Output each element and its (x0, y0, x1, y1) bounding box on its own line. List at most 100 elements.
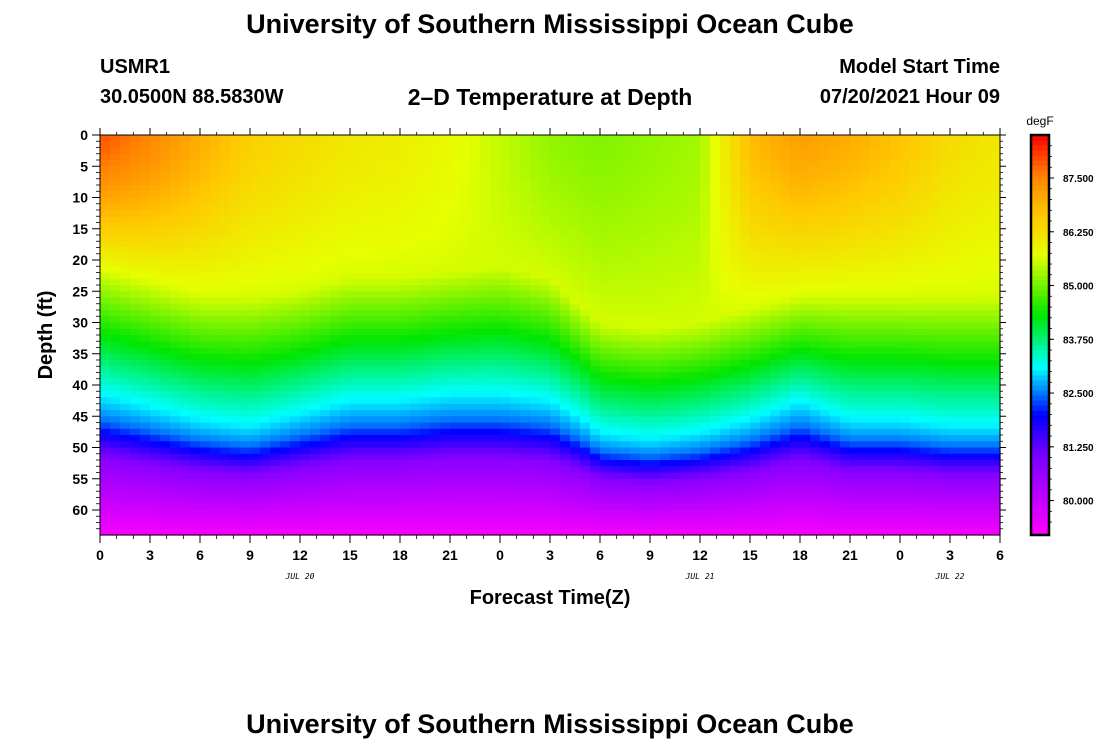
heatmap-cell (580, 353, 591, 361)
heatmap-cell (540, 366, 551, 374)
heatmap-cell (650, 391, 661, 399)
heatmap-cell (350, 491, 361, 499)
heatmap-cell (720, 422, 731, 430)
heatmap-cell (800, 422, 811, 430)
heatmap-cell (250, 285, 261, 292)
heatmap-cell (320, 447, 331, 455)
heatmap-cell (800, 310, 811, 317)
heatmap-cell (860, 222, 871, 230)
heatmap-cell (540, 428, 551, 436)
heatmap-cell (340, 397, 351, 405)
heatmap-cell (610, 260, 621, 267)
heatmap-cell (590, 166, 601, 174)
heatmap-cell (520, 241, 531, 249)
heatmap-cell (240, 397, 251, 405)
heatmap-cell (630, 497, 641, 505)
heatmap-cell (450, 428, 461, 436)
heatmap-cell (560, 222, 571, 230)
heatmap-cell (570, 460, 581, 467)
heatmap-cell (180, 485, 191, 492)
heatmap-cell (630, 347, 641, 355)
heatmap-cell (560, 166, 571, 174)
heatmap-cell (510, 428, 521, 436)
heatmap-cell (790, 316, 801, 324)
heatmap-cell (250, 297, 261, 305)
heatmap-cell (840, 197, 851, 205)
heatmap-cell (440, 478, 451, 486)
heatmap-cell (730, 172, 741, 180)
heatmap-cell (570, 322, 581, 330)
heatmap-cell (600, 266, 611, 274)
heatmap-cell (550, 378, 561, 386)
heatmap-cell (240, 222, 251, 230)
heatmap-cell (490, 397, 501, 405)
heatmap-cell (180, 341, 191, 349)
heatmap-cell (870, 516, 881, 524)
heatmap-cell (230, 328, 241, 336)
heatmap-cell (760, 478, 771, 486)
heatmap-cell (150, 403, 161, 411)
heatmap-cell (870, 310, 881, 317)
heatmap-cell (770, 516, 781, 524)
heatmap-cell (680, 247, 691, 255)
heatmap-cell (590, 135, 601, 142)
heatmap-cell (770, 353, 781, 361)
heatmap-cell (370, 385, 381, 392)
heatmap-cell (530, 422, 541, 430)
heatmap-cell (310, 135, 321, 142)
heatmap-cell (210, 141, 221, 149)
heatmap-cell (750, 372, 761, 380)
heatmap-cell (620, 478, 631, 486)
heatmap-cell (410, 216, 421, 224)
heatmap-cell (470, 503, 481, 511)
heatmap-cell (640, 503, 651, 511)
heatmap-cell (490, 185, 501, 192)
heatmap-cell (620, 297, 631, 305)
heatmap-cell (560, 410, 571, 417)
heatmap-cell (340, 528, 351, 536)
heatmap-cell (810, 385, 821, 392)
heatmap-cell (660, 310, 671, 317)
heatmap-cell (720, 335, 731, 342)
heatmap-cell (530, 316, 541, 324)
heatmap-cell (130, 172, 141, 180)
heatmap-cell (280, 372, 291, 380)
heatmap-cell (300, 260, 311, 267)
heatmap-cell (560, 285, 571, 292)
heatmap-cell (450, 210, 461, 217)
heatmap-cell (520, 303, 531, 311)
heatmap-cell (390, 410, 401, 417)
heatmap-cell (460, 316, 471, 324)
heatmap-cell (610, 385, 621, 392)
heatmap-cell (300, 147, 311, 155)
heatmap-cell (170, 447, 181, 455)
heatmap-cell (830, 441, 841, 449)
heatmap-cell (180, 172, 191, 180)
heatmap-cell (260, 291, 271, 299)
heatmap-cell (460, 378, 471, 386)
heatmap-cell (220, 172, 231, 180)
heatmap-cell (610, 210, 621, 217)
heatmap-cell (240, 472, 251, 480)
heatmap-cell (350, 172, 361, 180)
heatmap-cell (630, 491, 641, 499)
heatmap-cell (670, 203, 681, 211)
heatmap-cell (670, 216, 681, 224)
heatmap-cell (780, 441, 791, 449)
heatmap-cell (440, 378, 451, 386)
heatmap-cell (780, 485, 791, 492)
heatmap-cell (860, 310, 871, 317)
heatmap-cell (340, 491, 351, 499)
heatmap-cell (640, 378, 651, 386)
heatmap-cell (350, 185, 361, 192)
heatmap-cell (510, 516, 521, 524)
heatmap-cell (440, 447, 451, 455)
heatmap-cell (270, 322, 281, 330)
heatmap-cell (550, 478, 561, 486)
heatmap-cell (300, 428, 311, 436)
heatmap-cell (610, 241, 621, 249)
heatmap-cell (370, 347, 381, 355)
heatmap-cell (270, 516, 281, 524)
heatmap-cell (360, 528, 371, 536)
heatmap-cell (260, 260, 271, 267)
